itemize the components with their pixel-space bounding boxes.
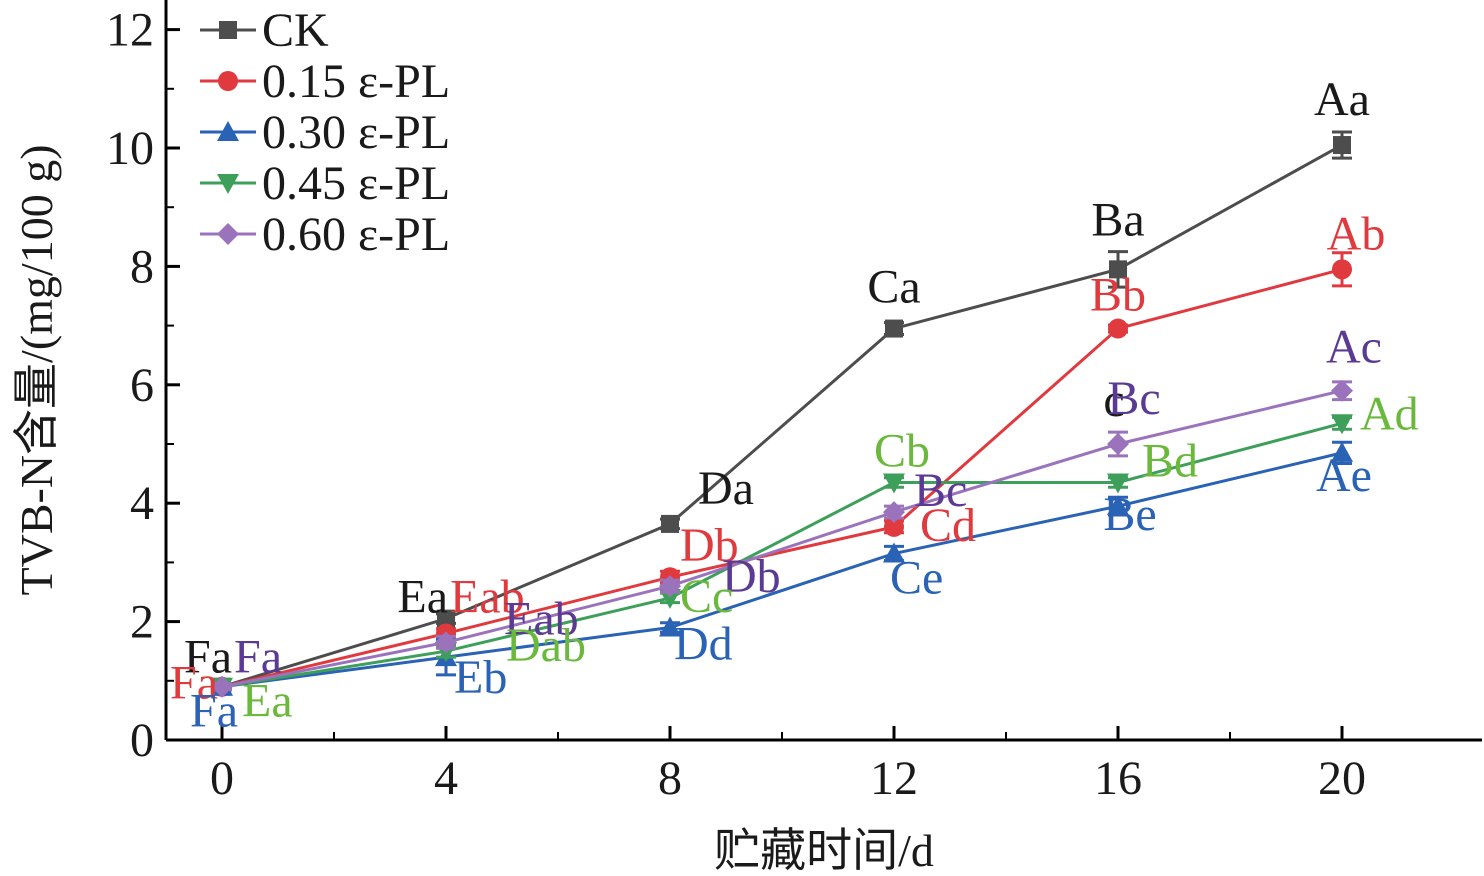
series-0-45-pl-point bbox=[659, 588, 681, 609]
significance-label: Ab bbox=[1327, 207, 1386, 260]
legend-item-ck-label: CK bbox=[262, 4, 329, 57]
series-0-45-pl-point bbox=[1107, 473, 1129, 494]
significance-label: Be bbox=[1103, 488, 1156, 541]
legend-item-0-30-pl-marker bbox=[217, 121, 239, 141]
y-axis-ticks: 0 2 4 6 8 10 12 bbox=[106, 4, 180, 767]
x-tick-label: 12 bbox=[870, 752, 918, 805]
significance-label: Cb bbox=[874, 424, 930, 477]
significance-label: Bc bbox=[1107, 372, 1160, 425]
significance-label: Cd bbox=[920, 499, 976, 552]
significance-label: Bc bbox=[914, 464, 967, 517]
significance-label: Fa bbox=[184, 631, 232, 684]
series-0-60-pl-point bbox=[1107, 433, 1129, 455]
series-0-60-pl-point bbox=[211, 675, 233, 698]
significance-label: Ce bbox=[890, 552, 943, 605]
significance-label: Dd bbox=[674, 618, 733, 671]
series-0-15-pl-point bbox=[884, 516, 904, 537]
legend-item-0-45-pl-marker bbox=[217, 174, 239, 194]
significance-label: Eb bbox=[454, 651, 507, 704]
legend-item-0-60-pl-label: 0.60 ε-PL bbox=[262, 208, 450, 261]
significance-label: Bd bbox=[1142, 434, 1198, 487]
series-ck-point bbox=[1333, 136, 1351, 155]
series-0-15-pl-line bbox=[221, 267, 1343, 689]
significance-label: Da bbox=[698, 462, 754, 515]
x-tick-label: 16 bbox=[1094, 752, 1142, 805]
legend: CK0.15 ε-PL0.30 ε-PL0.45 ε-PL0.60 ε-PL bbox=[200, 4, 450, 261]
legend-item-0-15-pl-marker bbox=[218, 71, 238, 91]
significance-label: Dab bbox=[506, 619, 586, 672]
series-ck-line bbox=[221, 143, 1343, 689]
series-0-45-pl-point bbox=[1331, 414, 1353, 435]
y-tick-label: 0 bbox=[130, 714, 154, 767]
y-tick-label: 6 bbox=[130, 359, 154, 412]
legend-item-0-60-pl: 0.60 ε-PL bbox=[200, 208, 450, 261]
y-tick-label: 4 bbox=[130, 477, 154, 530]
series-0-15-pl-point bbox=[1332, 259, 1352, 280]
significance-label: Ad bbox=[1360, 387, 1419, 440]
plot-frame bbox=[164, 0, 1482, 742]
significance-label: Fa bbox=[234, 631, 282, 684]
legend-item-0-60-pl-marker bbox=[217, 223, 239, 245]
legend-item-0-15-pl-label: 0.15 ε-PL bbox=[262, 55, 450, 108]
significance-label: Ae bbox=[1316, 449, 1372, 502]
significance-label: Fa bbox=[170, 657, 218, 710]
x-axis-ticks: 0 4 8 12 16 20 bbox=[210, 726, 1366, 805]
series-0-60-pl-point bbox=[1331, 379, 1353, 402]
significance-label: Ac bbox=[1326, 321, 1382, 374]
series-0-60-pl-point bbox=[883, 501, 905, 524]
series-0-60-pl-point bbox=[435, 631, 457, 654]
legend-item-0-45-pl: 0.45 ε-PL bbox=[200, 157, 450, 210]
series-ck-point bbox=[885, 319, 903, 338]
series-ck-point bbox=[437, 609, 455, 628]
x-tick-label: 4 bbox=[434, 752, 458, 805]
series-0-30-pl-line bbox=[221, 451, 1343, 689]
x-axis-title: 贮藏时间/d bbox=[714, 825, 934, 876]
legend-item-0-30-pl-label: 0.30 ε-PL bbox=[262, 106, 450, 159]
y-tick-label: 12 bbox=[106, 4, 154, 57]
series-0-15-pl-point bbox=[1108, 318, 1128, 339]
series-0-30-pl-point bbox=[659, 616, 681, 637]
series-0-30-pl-point bbox=[1331, 441, 1353, 462]
legend-item-0-30-pl: 0.30 ε-PL bbox=[200, 106, 450, 159]
series-0-45-pl-line bbox=[221, 421, 1343, 689]
legend-item-ck-marker bbox=[219, 21, 237, 39]
legend-item-0-15-pl: 0.15 ε-PL bbox=[200, 55, 450, 108]
series-0-30-pl bbox=[211, 440, 1353, 696]
series-0-60-pl-line bbox=[221, 389, 1343, 689]
x-tick-label: 8 bbox=[658, 752, 682, 805]
series-ck-point bbox=[661, 514, 679, 533]
series-ck-point bbox=[1109, 260, 1127, 279]
significance-label: Ea bbox=[397, 571, 448, 624]
legend-item-0-45-pl-label: 0.45 ε-PL bbox=[262, 157, 450, 210]
significance-label: Db bbox=[680, 519, 739, 572]
significance-label: Cc bbox=[680, 570, 733, 623]
significance-label: Ca bbox=[867, 261, 920, 314]
series-0-60-pl-point bbox=[659, 575, 681, 598]
y-tick-label: 2 bbox=[130, 596, 154, 649]
significance-label: Db bbox=[722, 550, 781, 603]
x-tick-label: 0 bbox=[210, 752, 234, 805]
legend-item-ck: CK bbox=[200, 4, 329, 57]
significance-label: Eab bbox=[504, 592, 579, 645]
significance-label: Ea bbox=[242, 675, 293, 728]
significance-label: c bbox=[1103, 374, 1124, 427]
significance-label: Eab bbox=[450, 571, 525, 624]
significance-label: Fa bbox=[190, 685, 238, 738]
y-axis-title: TVB-N含量/(mg/100 g) bbox=[11, 144, 62, 595]
series-0-30-pl-point bbox=[1107, 495, 1129, 516]
significance-label: Aa bbox=[1314, 73, 1370, 126]
significance-label: Bb bbox=[1090, 269, 1146, 322]
series-0-60-pl bbox=[211, 379, 1353, 698]
series-0-30-pl-point bbox=[883, 542, 905, 563]
series-0-45-pl-point bbox=[883, 473, 905, 494]
y-tick-label: 10 bbox=[106, 122, 154, 175]
series-layer bbox=[211, 130, 1353, 698]
x-tick-label: 20 bbox=[1318, 752, 1366, 805]
y-tick-label: 8 bbox=[130, 240, 154, 293]
significance-label: Ba bbox=[1091, 193, 1144, 246]
